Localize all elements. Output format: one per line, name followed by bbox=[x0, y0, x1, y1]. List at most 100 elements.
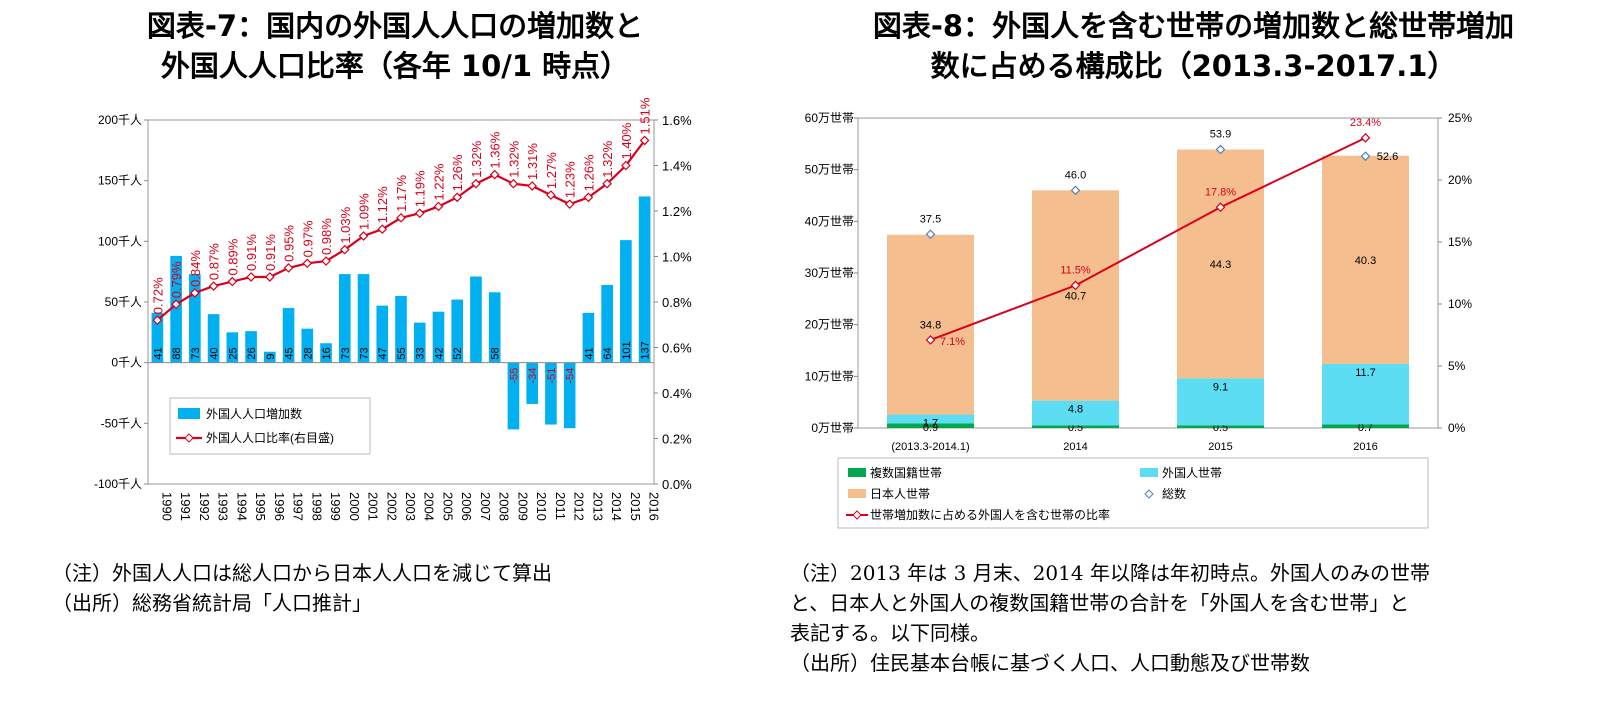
left-axis-label: 50千人 bbox=[105, 295, 142, 309]
ratio-point bbox=[1070, 280, 1081, 291]
bar-2001 bbox=[357, 274, 370, 363]
x-axis-label: 1997 bbox=[291, 492, 306, 521]
right-axis-label: 0.0% bbox=[662, 477, 692, 492]
ratio-point bbox=[246, 272, 256, 282]
bar-2004 bbox=[413, 322, 426, 363]
x-axis-label: 2004 bbox=[422, 492, 437, 521]
japanese-segment-label: 40.7 bbox=[1065, 290, 1086, 302]
ratio-label: 11.5% bbox=[1060, 264, 1091, 276]
ratio-label: 0.84% bbox=[188, 250, 203, 287]
legend-swatch-japanese bbox=[848, 489, 866, 498]
ratio-label: 1.03% bbox=[338, 206, 353, 243]
ratio-point bbox=[283, 263, 294, 273]
ratio-label: 0.95% bbox=[282, 225, 297, 262]
bar-label: 73 bbox=[190, 347, 202, 359]
legend-box bbox=[837, 457, 1429, 529]
bar-2003 bbox=[395, 295, 407, 363]
right-axis-label: 0.8% bbox=[662, 295, 692, 310]
x-axis-label: 2003 bbox=[403, 492, 418, 521]
total-label: 37.5 bbox=[920, 213, 941, 225]
left-axis-label: 10万世帯 bbox=[805, 369, 854, 383]
ratio-point bbox=[302, 258, 313, 269]
bar-2005 bbox=[432, 311, 445, 363]
foreign-segment bbox=[1177, 378, 1264, 426]
bar-label: 42 bbox=[433, 347, 445, 359]
right-title-line2: 数に占める構成比（2013.3-2017.1） bbox=[930, 49, 1457, 83]
bar-label: 47 bbox=[377, 347, 389, 359]
ratio-point bbox=[433, 201, 444, 212]
multi-nationality-segment-label: 0.9 bbox=[923, 422, 938, 434]
ratio-label: 0.72% bbox=[150, 277, 165, 314]
legend-marker-ratio bbox=[852, 510, 862, 520]
ratio-point bbox=[583, 192, 594, 203]
right-axis-label: 1.4% bbox=[662, 159, 692, 174]
ratio-label: 1.09% bbox=[357, 193, 372, 230]
bar-1993 bbox=[207, 314, 220, 363]
ratio-label: 1.51% bbox=[638, 97, 653, 134]
x-axis-label: 2002 bbox=[384, 492, 399, 521]
bar-1997 bbox=[282, 308, 295, 363]
bar-label: 45 bbox=[284, 347, 296, 359]
foreign-segment-label: 4.8 bbox=[1068, 404, 1083, 416]
left-axis-label: 20万世帯 bbox=[805, 318, 854, 332]
ratio-point bbox=[1360, 132, 1371, 143]
japanese-segment-label: 40.3 bbox=[1355, 255, 1376, 267]
ratio-label: 1.19% bbox=[413, 170, 428, 207]
ratio-label: 17.8% bbox=[1205, 186, 1236, 198]
x-axis-label: 2014 bbox=[1063, 441, 1087, 453]
x-axis-label: 1993 bbox=[216, 492, 231, 521]
left-axis-label: 50万世帯 bbox=[805, 163, 854, 177]
ratio-point bbox=[527, 181, 538, 191]
x-axis-label: 2010 bbox=[534, 492, 549, 521]
left-chart-title: 図表-7：国内の外国人人口の増加数と 外国人人口比率（各年 10/1 時点） bbox=[0, 6, 790, 86]
bar-2016 bbox=[638, 196, 651, 363]
multi-nationality-segment bbox=[1322, 424, 1409, 428]
right-axis-label: 0% bbox=[1448, 421, 1466, 435]
right-axis-label: 0.6% bbox=[662, 341, 692, 356]
bar-label: 73 bbox=[359, 347, 371, 359]
ratio-label: 1.32% bbox=[469, 140, 484, 177]
right-axis-label: 1.6% bbox=[662, 113, 692, 128]
ratio-label: 1.22% bbox=[431, 163, 446, 200]
ratio-point bbox=[227, 276, 238, 287]
x-axis-label: 2011 bbox=[553, 492, 568, 520]
left-title-line1: 図表-7：国内の外国人人口の増加数と bbox=[146, 9, 644, 43]
ratio-point bbox=[564, 199, 575, 210]
right-note-line2: と、日本人と外国人の複数国籍世帯の合計を「外国人を含む世帯」と bbox=[790, 591, 1410, 615]
legend-box bbox=[169, 397, 371, 455]
x-axis-label: 1991 bbox=[178, 492, 193, 521]
multi-nationality-segment bbox=[887, 423, 974, 428]
ratio-point bbox=[152, 315, 163, 326]
left-axis-label: -100千人 bbox=[94, 477, 142, 491]
ratio-point bbox=[602, 178, 612, 189]
ratio-point bbox=[190, 288, 200, 298]
legend-swatch-multi bbox=[848, 468, 866, 477]
ratio-label: 0.98% bbox=[319, 218, 334, 255]
bar-2010 bbox=[526, 362, 538, 404]
x-axis-label: 1999 bbox=[328, 492, 343, 521]
ratio-label: 1.26% bbox=[450, 154, 465, 191]
left-axis-label: 100千人 bbox=[98, 234, 142, 248]
total-marker bbox=[925, 229, 936, 240]
bar-1996 bbox=[264, 351, 276, 363]
legend-swatch-total bbox=[1144, 489, 1154, 499]
left-axis-label: 30万世帯 bbox=[805, 266, 854, 280]
bar-2012 bbox=[563, 362, 576, 429]
left-axis-label: 0万世帯 bbox=[811, 421, 854, 435]
legend-swatch-foreign bbox=[1140, 468, 1158, 477]
ratio-label: 1.12% bbox=[375, 186, 390, 223]
right-title-line1: 図表-8：外国人を含む世帯の増加数と総世帯増加 bbox=[872, 9, 1515, 43]
x-axis-label: 1995 bbox=[253, 492, 268, 521]
bar-label: 9 bbox=[265, 354, 277, 360]
ratio-point bbox=[925, 335, 936, 345]
bar-label: 41 bbox=[152, 347, 164, 359]
household-chart: 60万世帯 50万世帯 40万世帯 30万世帯 20万世帯 10万世帯 0万世帯 25% 20%… bbox=[805, 111, 1472, 529]
bar-label: 16 bbox=[321, 347, 333, 359]
ratio-label: 23.4% bbox=[1350, 117, 1381, 129]
ratio-label: 1.32% bbox=[506, 140, 521, 177]
foreign-segment-label: 11.7 bbox=[1355, 367, 1376, 379]
x-axis-label: 2008 bbox=[497, 492, 512, 521]
japanese-segment bbox=[1177, 149, 1264, 379]
total-marker bbox=[1360, 151, 1371, 162]
bar-2002 bbox=[376, 305, 389, 363]
